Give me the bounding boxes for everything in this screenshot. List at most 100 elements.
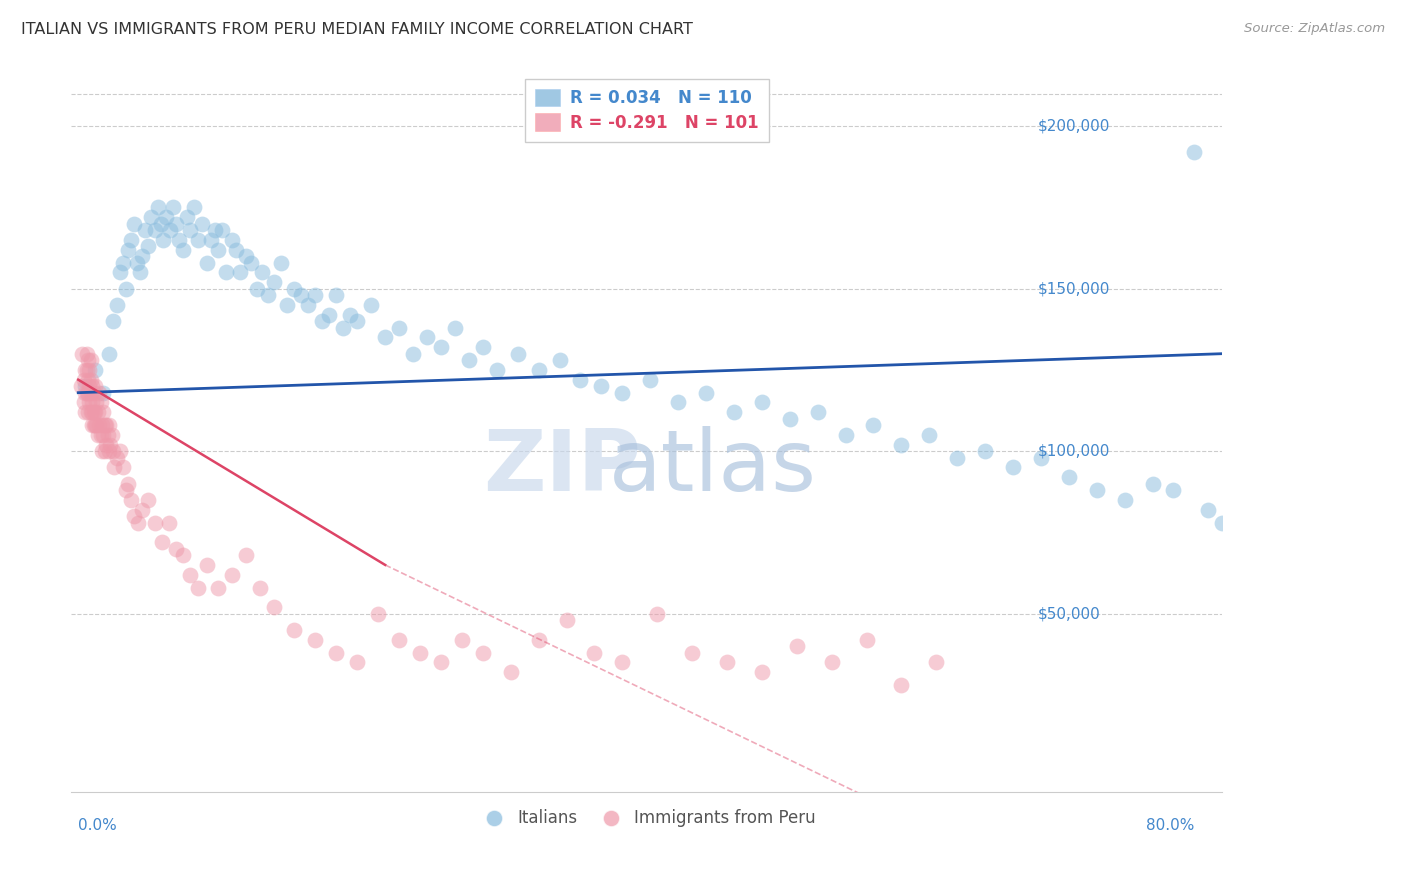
Point (101, 314, 124, 328)
Point (1309, 567, 1331, 582)
Point (72, 347, 94, 361)
Point (457, 353, 479, 368)
Point (105, 298, 128, 312)
Point (108, 444, 131, 458)
Point (77, 405, 100, 419)
Text: 80.0%: 80.0% (1146, 819, 1194, 833)
Text: $150,000: $150,000 (1038, 281, 1111, 296)
Point (374, 330, 396, 344)
Point (75, 385, 97, 400)
Point (807, 405, 830, 419)
Point (90, 428, 112, 442)
Point (548, 353, 571, 368)
Point (311, 314, 333, 328)
Point (80, 385, 103, 400)
Point (318, 308, 340, 322)
Point (122, 509, 145, 524)
Point (416, 330, 439, 344)
Point (890, 678, 912, 692)
Point (229, 265, 252, 279)
Point (471, 340, 494, 354)
Point (136, 239, 159, 253)
Point (93, 418, 115, 433)
Point (723, 405, 745, 419)
Point (346, 656, 368, 670)
Point (91, 385, 114, 400)
Point (555, 613, 578, 627)
Point (1182, 145, 1205, 160)
Point (221, 233, 243, 247)
Point (73, 395, 96, 409)
Point (1029, 450, 1052, 465)
Point (79, 395, 101, 409)
Point (290, 288, 312, 302)
Point (339, 308, 361, 322)
Point (402, 347, 425, 361)
Point (409, 646, 432, 660)
Point (367, 607, 389, 621)
Point (82, 395, 104, 409)
Point (76, 347, 98, 361)
Point (167, 233, 190, 247)
Point (183, 201, 205, 215)
Point (918, 428, 941, 442)
Point (76, 385, 98, 400)
Point (249, 581, 271, 595)
Point (1225, 460, 1247, 475)
Point (94, 438, 117, 452)
Point (87, 405, 110, 419)
Point (77, 373, 100, 387)
Point (103, 460, 125, 475)
Point (117, 243, 139, 257)
Point (75, 379, 97, 393)
Point (207, 581, 229, 595)
Point (105, 450, 128, 465)
Point (1364, 607, 1386, 621)
Point (157, 516, 180, 530)
Point (94, 418, 117, 433)
Point (82, 418, 104, 433)
Point (716, 656, 738, 670)
Point (191, 217, 214, 231)
Point (695, 385, 717, 400)
Point (283, 623, 305, 637)
Point (751, 665, 773, 680)
Point (925, 656, 948, 670)
Point (100, 428, 122, 442)
Point (591, 379, 613, 393)
Point (114, 282, 136, 296)
Point (165, 217, 187, 231)
Point (612, 385, 634, 400)
Point (89, 418, 111, 433)
Point (125, 255, 148, 269)
Point (195, 255, 218, 269)
Point (270, 255, 292, 269)
Point (583, 646, 606, 660)
Point (195, 558, 218, 572)
Point (83, 405, 105, 419)
Point (86, 395, 108, 409)
Point (97, 418, 120, 433)
Point (388, 632, 411, 647)
Point (159, 223, 181, 237)
Point (76, 363, 98, 377)
Point (1001, 460, 1024, 475)
Point (974, 444, 997, 458)
Point (1197, 502, 1219, 516)
Point (221, 567, 243, 582)
Point (527, 363, 550, 377)
Point (82, 405, 104, 419)
Point (1323, 574, 1346, 589)
Point (179, 223, 201, 237)
Point (86, 418, 108, 433)
Point (786, 639, 808, 653)
Point (834, 428, 856, 442)
Point (862, 418, 884, 433)
Point (1239, 509, 1261, 524)
Point (149, 217, 172, 231)
Point (304, 288, 326, 302)
Point (90, 418, 112, 433)
Point (131, 502, 153, 516)
Point (172, 243, 194, 257)
Point (122, 217, 145, 231)
